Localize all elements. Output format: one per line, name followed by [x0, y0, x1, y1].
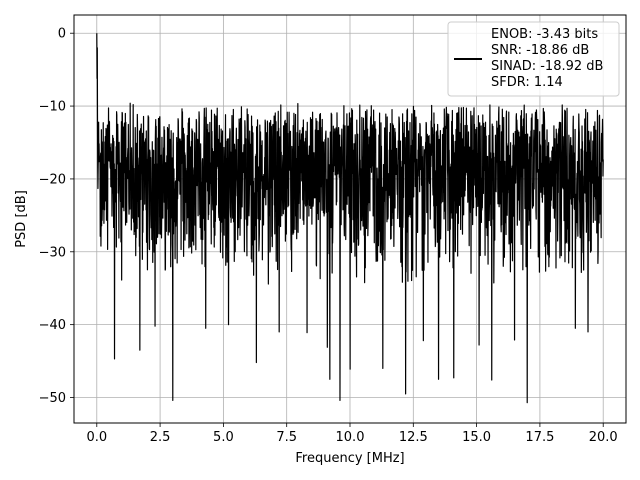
x-axis-ticks: 0.0 2.5 5.0 7.5 10.0 12.5 15.0 17.5 20.0	[86, 423, 618, 445]
y-tick-label: −40	[39, 318, 66, 333]
legend-box	[447, 21, 620, 97]
y-tick-label: −30	[39, 245, 66, 260]
y-tick-label: 0	[58, 27, 66, 42]
psd-series	[96, 33, 604, 404]
legend-sfdr: SFDR: 1.14	[491, 75, 563, 90]
x-tick-label: 15.0	[462, 430, 491, 445]
x-tick-label: 7.5	[276, 430, 297, 445]
x-tick-label: 2.5	[150, 430, 171, 445]
legend-sinad: SINAD: -18.92 dB	[491, 59, 603, 74]
x-tick-label: 12.5	[399, 430, 428, 445]
x-axis-label: Frequency [MHz]	[295, 451, 404, 466]
y-axis-ticks: 0 −10 −20 −30 −40 −50	[39, 27, 74, 406]
psd-series-line	[96, 33, 604, 404]
legend-enob: ENOB: -3.43 bits	[491, 27, 598, 42]
x-tick-label: 10.0	[336, 430, 365, 445]
x-tick-label: 17.5	[525, 430, 554, 445]
y-axis-label: PSD [dB]	[14, 190, 29, 248]
x-tick-label: 0.0	[86, 430, 107, 445]
y-tick-label: −20	[39, 172, 66, 187]
y-tick-label: −50	[39, 391, 66, 406]
x-tick-label: 20.0	[589, 430, 618, 445]
legend-snr: SNR: -18.86 dB	[491, 43, 589, 58]
y-tick-label: −10	[39, 100, 66, 115]
x-tick-label: 5.0	[213, 430, 234, 445]
legend: ENOB: -3.43 bits SNR: -18.86 dB SINAD: -…	[447, 21, 620, 97]
